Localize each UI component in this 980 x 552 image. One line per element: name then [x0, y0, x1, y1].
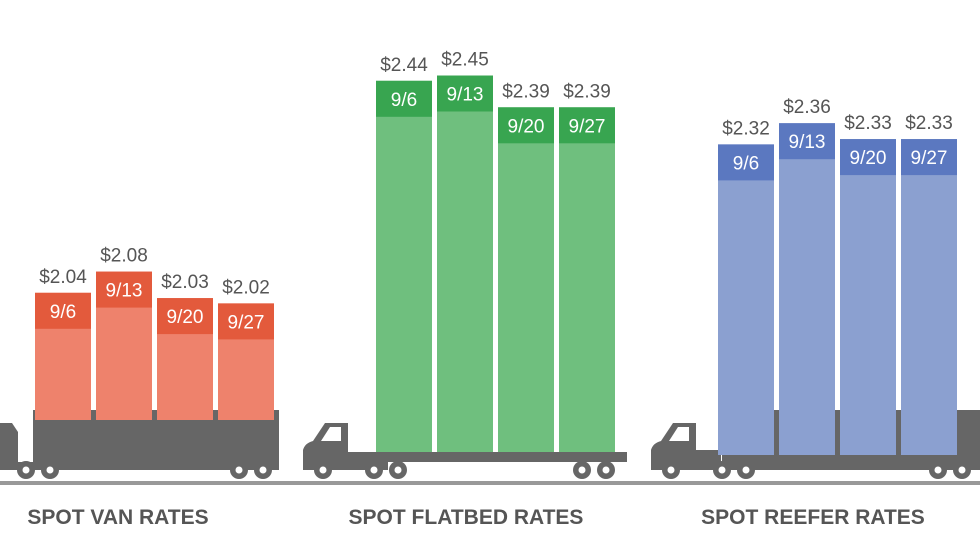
van-value-label: $2.02 [222, 277, 270, 298]
reefer-cab-base [651, 450, 721, 470]
flatbed-value-label: $2.45 [441, 50, 489, 71]
reefer-bar-cap-9-13 [779, 123, 835, 160]
van-cab [0, 423, 18, 470]
van-date-label: 9/20 [167, 307, 204, 328]
reefer-bar-cap-9-27 [901, 139, 957, 176]
van-date-label: 9/27 [228, 312, 265, 333]
flatbed-rates-title: SPOT FLATBED RATES [349, 506, 584, 529]
reefer-hub [742, 466, 750, 474]
reefer-date-label: 9/13 [789, 132, 826, 153]
van-value-label: $2.03 [161, 272, 209, 293]
flatbed-bar-9-6 [376, 80, 432, 453]
flatbed-value-label: $2.39 [563, 81, 611, 102]
van-bar-cap-9-20 [157, 298, 213, 335]
flatbed-bar-9-13 [437, 75, 493, 452]
reefer-hub [934, 466, 942, 474]
flatbed-bar-9-20 [498, 107, 554, 453]
reefer-bar-cap-9-6 [718, 144, 774, 181]
van-bar-cap-9-13 [96, 271, 152, 308]
flatbed-bar-cap-9-6 [376, 80, 432, 117]
reefer-value-label: $2.32 [722, 118, 770, 139]
reefer-chassis [722, 462, 980, 470]
reefer-bar-9-20 [840, 139, 896, 455]
van-hub [259, 466, 267, 474]
van-hub [235, 466, 243, 474]
reefer-hub [667, 466, 675, 474]
flatbed-hub [394, 466, 402, 474]
flatbed-hub [319, 466, 327, 474]
flatbed-value-label: $2.39 [502, 81, 550, 102]
flatbed-hub [578, 466, 586, 474]
flatbed-bar-cap-9-13 [437, 75, 493, 112]
flatbed-cab-window [321, 427, 341, 441]
reefer-bar-9-27 [901, 139, 957, 455]
van-value-label: $2.08 [100, 246, 148, 267]
flatbed-hub [370, 466, 378, 474]
flatbed-hub [602, 466, 610, 474]
reefer-value-label: $2.33 [844, 113, 892, 134]
flatbed-date-label: 9/13 [447, 85, 484, 106]
reefer-value-label: $2.33 [905, 113, 953, 134]
flatbed-deck [348, 452, 627, 462]
road-line [0, 481, 980, 485]
van-hub [46, 466, 54, 474]
van-bar-cap-9-27 [218, 303, 274, 340]
flatbed-cab-base [303, 450, 348, 470]
reefer-hub [958, 466, 966, 474]
reefer-bar-9-13 [779, 123, 835, 455]
flatbed-date-label: 9/6 [391, 90, 417, 111]
flatbed-bar-9-27 [559, 107, 615, 453]
reefer-bar-9-6 [718, 144, 774, 455]
flatbed-bar-cap-9-27 [559, 107, 615, 144]
van-value-label: $2.04 [39, 267, 87, 288]
flatbed-date-label: 9/20 [508, 116, 545, 137]
reefer-rates-title: SPOT REEFER RATES [701, 506, 925, 529]
reefer-date-label: 9/27 [911, 148, 948, 169]
van-bar-cap-9-6 [35, 292, 91, 329]
reefer-date-label: 9/6 [733, 153, 759, 174]
reefer-date-label: 9/20 [850, 148, 887, 169]
van-hub [22, 466, 30, 474]
van-rates-title: SPOT VAN RATES [27, 506, 208, 529]
reefer-value-label: $2.36 [783, 97, 831, 118]
reefer-cab-window [669, 427, 689, 441]
van-chassis [0, 462, 279, 470]
bars-layer: 9/6 $2.04 9/13 $2.08 9/20 $2.03 9/27 $2.02 9/6 $2… [35, 50, 957, 455]
reefer-hub [718, 466, 726, 474]
flatbed-bar-cap-9-20 [498, 107, 554, 144]
flatbed-value-label: $2.44 [380, 55, 428, 76]
van-date-label: 9/13 [106, 281, 143, 302]
van-date-label: 9/6 [50, 302, 76, 323]
flatbed-date-label: 9/27 [569, 116, 606, 137]
reefer-bar-cap-9-20 [840, 139, 896, 176]
